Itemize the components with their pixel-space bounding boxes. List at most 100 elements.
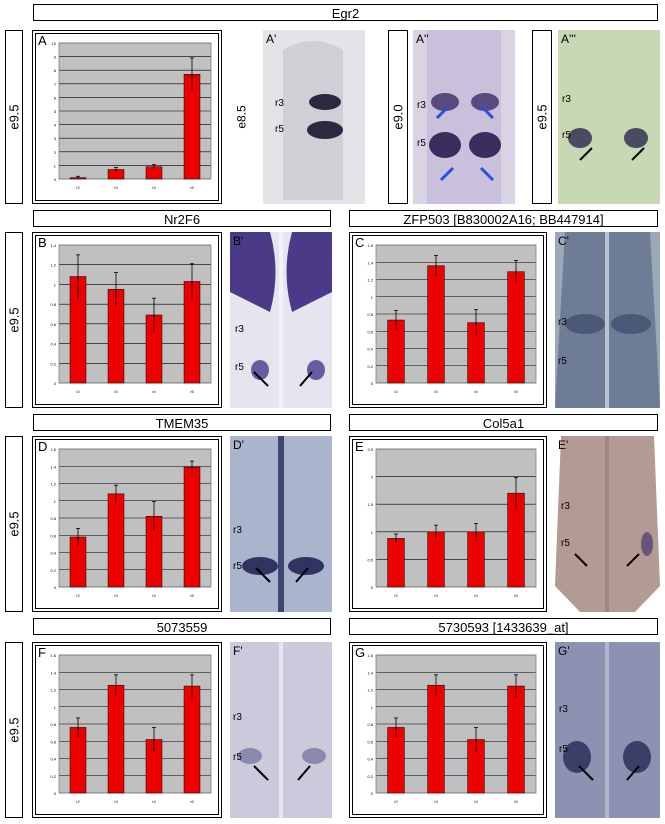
y-tick-label: 1.2 <box>50 482 56 487</box>
label-r3: r3 <box>417 100 426 111</box>
bar <box>427 531 445 588</box>
photo-E-prime: E' r3 r5 <box>555 436 660 612</box>
y-tick-label: 1.6 <box>50 447 56 452</box>
panel-letter-D: D <box>38 439 48 454</box>
x-tick-label: r4 <box>152 593 156 598</box>
x-tick-label: r2 <box>76 185 80 190</box>
photo-A-double-prime: A'' r3 r5 <box>413 30 515 204</box>
stage-label: e9.5 <box>6 511 22 537</box>
bar <box>183 685 201 794</box>
label-r5: r5 <box>275 124 284 135</box>
bar <box>107 493 125 588</box>
y-tick-label: 0.8 <box>50 302 56 307</box>
chart-panel-E: 0 0.5 1 1.5 2 2.5 r2 r3 r4 r5 <box>349 436 547 612</box>
bar <box>427 265 445 384</box>
panel-letter-B-prime: B' <box>233 234 244 248</box>
y-tick-label: 0.6 <box>50 533 56 538</box>
y-tick-label: 1.4 <box>50 464 56 469</box>
y-tick-label: 0.6 <box>50 739 56 744</box>
panel-letter-A-double-prime: A'' <box>416 32 429 46</box>
y-tick-label: 1 <box>54 705 57 710</box>
gene-title-col5a1: Col5a1 <box>349 414 658 431</box>
bar <box>69 727 87 794</box>
stage-box-row3: e9.5 <box>5 436 23 612</box>
x-tick-label: r4 <box>152 389 156 394</box>
chart-panel-C: 0 0.2 0.4 0.6 0.8 1 1.2 1.4 1.6 r2 r3 r4 r5 <box>349 232 547 408</box>
label-r3: r3 <box>559 704 568 715</box>
y-tick-label: 0.2 <box>367 774 373 779</box>
label-r5: r5 <box>561 538 570 549</box>
panel-letter-E: E <box>355 439 364 454</box>
stage-label: e9.5 <box>6 717 22 743</box>
panel-letter-G-prime: G' <box>558 644 570 658</box>
x-tick-label: r2 <box>394 389 398 394</box>
photo-B-prime: B' r3 r5 <box>230 232 332 408</box>
label-r5: r5 <box>235 362 244 373</box>
photo-C-prime: C' r3 r5 <box>555 232 660 408</box>
y-tick-label: 2 <box>54 150 57 155</box>
y-tick-label: 7 <box>54 82 57 87</box>
x-tick-label: r3 <box>114 389 118 394</box>
stage-label: e9.5 <box>6 104 22 130</box>
y-tick-label: 0.6 <box>367 329 373 334</box>
gene-title-egr2: Egr2 <box>33 4 658 21</box>
plot-border <box>375 448 537 588</box>
plot-border <box>375 244 537 384</box>
y-tick-label: 0 <box>371 381 374 386</box>
y-tick-label: 0 <box>371 585 374 590</box>
x-tick-label: r5 <box>190 389 194 394</box>
photo-A-prime: A' r3 r5 <box>263 30 365 204</box>
label-r3: r3 <box>275 98 284 109</box>
label-r5: r5 <box>233 752 242 763</box>
gene-title-nr2f6: Nr2F6 <box>33 210 331 227</box>
bar <box>467 531 485 588</box>
x-tick-label: r5 <box>190 185 194 190</box>
panel-letter-F-prime: F' <box>233 644 243 658</box>
y-tick-label: 1 <box>371 530 374 535</box>
x-tick-label: r4 <box>152 799 156 804</box>
label-r5: r5 <box>233 561 242 572</box>
y-tick-label: 1.6 <box>367 653 373 658</box>
x-tick-label: r5 <box>514 799 518 804</box>
y-tick-label: 0.6 <box>50 322 56 327</box>
y-tick-label: 0 <box>54 381 57 386</box>
x-tick-label: r3 <box>434 389 438 394</box>
y-tick-label: 0.8 <box>367 722 373 727</box>
y-tick-label: 0.4 <box>50 551 56 556</box>
panel-letter-D-prime: D' <box>233 438 244 452</box>
y-tick-label: 0.4 <box>50 757 56 762</box>
chart-panel-G: 0 0.2 0.4 0.6 0.8 1 1.2 1.4 1.6 r2 r3 r4 r5 <box>349 642 547 818</box>
y-tick-label: 0.8 <box>50 516 56 521</box>
x-tick-label: r2 <box>394 799 398 804</box>
x-tick-label: r5 <box>190 593 194 598</box>
bar <box>107 684 125 794</box>
y-tick-label: 1.2 <box>50 263 56 268</box>
y-tick-label: 0 <box>54 585 57 590</box>
y-tick-label: 1.4 <box>50 243 56 248</box>
y-tick-label: 0.5 <box>367 557 373 562</box>
stage-label: e9.0 <box>390 104 406 130</box>
x-tick-label: r2 <box>394 593 398 598</box>
y-tick-label: 1 <box>371 295 374 300</box>
photo-G-prime: G' r3 r5 <box>555 642 660 818</box>
bar <box>387 538 405 588</box>
x-tick-label: r2 <box>76 593 80 598</box>
y-tick-label: 1.4 <box>50 670 56 675</box>
label-r3: r3 <box>233 712 242 723</box>
photo-D-prime: D' r3 r5 <box>230 436 332 612</box>
y-tick-label: 2.5 <box>367 447 373 452</box>
photo-A-triple-prime: A''' r3 r5 <box>558 30 660 204</box>
stage-box-A-triple-prime: e9.5 <box>532 30 552 204</box>
y-tick-label: 1 <box>54 163 57 168</box>
y-tick-label: 0.4 <box>50 342 56 347</box>
y-tick-label: 0.6 <box>367 739 373 744</box>
panel-letter-B: B <box>38 235 47 250</box>
label-r5: r5 <box>559 744 568 755</box>
y-tick-label: 6 <box>54 95 57 100</box>
chart-panel-D: 0 0.2 0.4 0.6 0.8 1 1.2 1.4 1.6 r2 r3 r4 r5 <box>32 436 222 612</box>
y-tick-label: 3 <box>54 136 57 141</box>
photo-stage-A-prime: e8.5 <box>234 105 249 129</box>
chart-panel-F: 0 0.2 0.4 0.6 0.8 1 1.2 1.4 1.6 r2 r3 r4 r5 <box>32 642 222 818</box>
plot-border <box>58 42 212 180</box>
bar <box>183 466 201 588</box>
